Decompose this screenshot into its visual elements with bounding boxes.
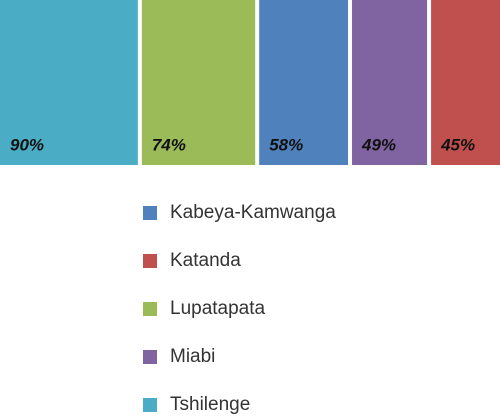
- legend-swatch: [143, 398, 157, 412]
- bar-segment: [141, 0, 256, 165]
- bar-segment: [352, 0, 428, 165]
- legend-swatch: [143, 206, 157, 220]
- value-label: 49%: [361, 135, 396, 154]
- value-label: 74%: [152, 135, 186, 154]
- legend-swatch: [143, 254, 157, 268]
- value-label: 90%: [10, 135, 44, 154]
- legend-swatch: [143, 302, 157, 316]
- legend-label: Kabeya-Kamwanga: [170, 202, 336, 223]
- legend-label: Lupatapata: [170, 298, 266, 319]
- bar-segment: [259, 0, 349, 165]
- legend-label: Tshilenge: [170, 394, 250, 415]
- legend-swatch: [143, 350, 157, 364]
- value-label: 58%: [269, 135, 303, 154]
- legend-label: Katanda: [170, 250, 241, 271]
- bar-segment: [0, 0, 138, 165]
- bar-segment: [431, 0, 500, 165]
- legend-label: Miabi: [170, 346, 215, 367]
- value-label: 45%: [440, 135, 475, 154]
